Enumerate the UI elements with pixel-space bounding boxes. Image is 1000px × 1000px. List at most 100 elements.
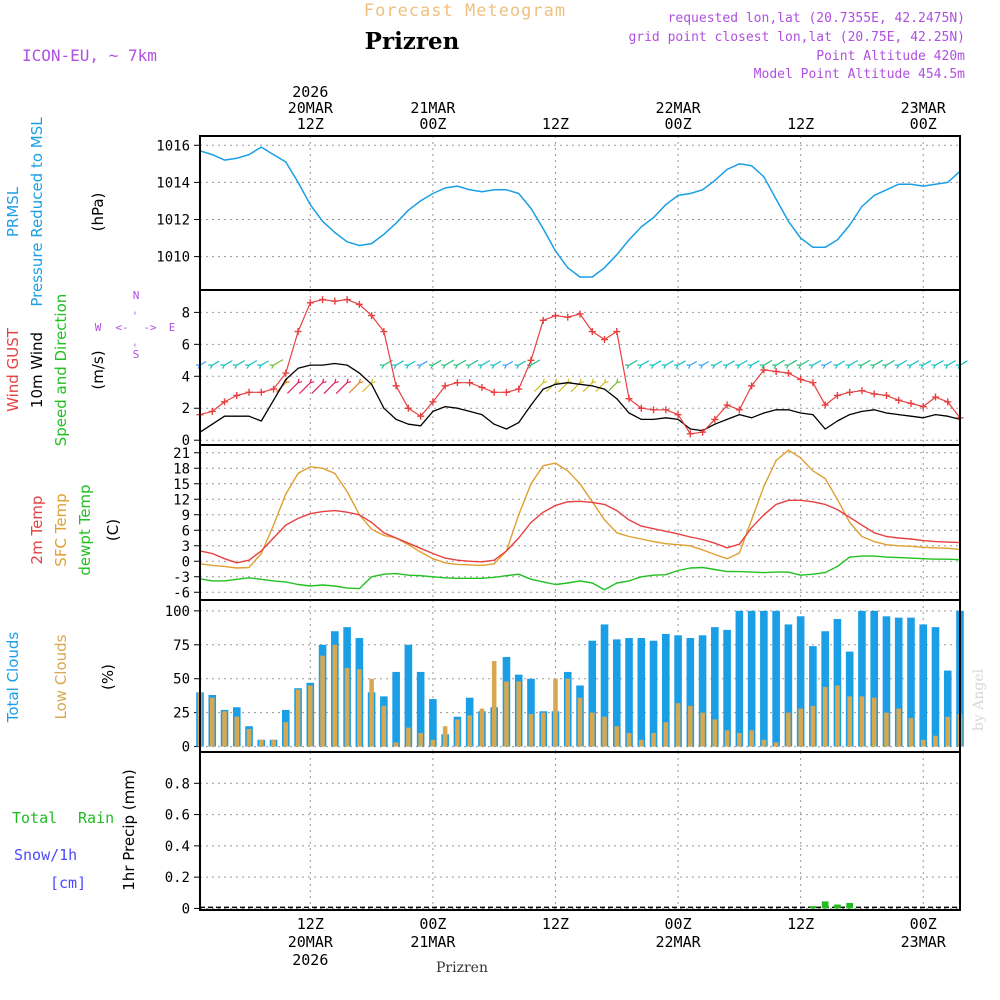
precipitation-y-tick-label: 0 [182,901,190,917]
data-point [444,562,446,564]
total-cloud-bar [747,610,756,747]
data-point [665,204,667,206]
low-cloud-bar [589,712,595,747]
data-point [947,558,949,560]
data-point [934,414,937,416]
data-point [726,558,728,560]
top-time-label: 21MAR [410,99,456,117]
gust-point [748,382,756,390]
gust-point [601,336,609,344]
data-point [836,498,839,500]
data-point [751,571,753,573]
pressure-y-tick-label: 1014 [156,175,190,191]
wind-arrow-head [297,378,303,384]
wind-y-tick-label: 0 [182,433,190,449]
bottom-time-label: 21MAR [410,933,456,951]
gust-point [846,388,854,396]
total-cloud-bar [416,671,425,747]
data-point [836,420,839,422]
data-point [922,539,924,542]
model-point-altitude: Model Point Altitude 454.5m [754,67,965,82]
precipitation-y-tick-label: 0.4 [165,839,190,855]
top-time-label: 12Z [787,115,814,133]
total-cloud-bar [784,624,793,747]
data-point [407,209,409,211]
data-point [861,524,863,526]
top-time-label: 00Z [419,115,446,133]
data-point [579,483,581,485]
data-point [861,555,863,557]
data-point [910,183,912,185]
data-point [885,544,888,546]
gust-point [797,375,805,383]
gust-point [257,388,265,396]
data-point [309,513,311,515]
data-point [726,418,728,421]
subtitle-forecast-meteogram: Forecast Meteogram [364,1,566,21]
gust-point [907,399,915,407]
low-cloud-bar [418,733,423,747]
total-cloud-bar [858,610,866,747]
data-point [456,185,459,187]
data-point [236,578,238,580]
data-point [456,563,459,565]
wind-arrow-head [710,364,716,369]
wind-arrow [420,360,428,366]
top-time-label: 12Z [297,115,324,133]
wind-y-tick-label: 2 [182,401,190,417]
data-point [248,415,250,417]
low-cloud-bar [688,705,693,747]
data-point [567,267,569,269]
data-point [934,547,937,549]
wind-arrow [211,360,220,366]
wind-arrow-head [784,364,789,369]
data-point [321,584,324,586]
data-point [579,276,581,278]
wind-arrow [506,360,514,366]
data-point [898,414,900,416]
low-cloud-bar [822,686,828,747]
frame-precipitation [199,751,961,911]
data-point [334,362,336,365]
data-point [554,250,557,252]
data-point [383,532,385,534]
low-cloud-bar [933,735,938,747]
data-point [407,542,409,544]
data-point [787,220,789,222]
wind-arrow [534,382,544,392]
data-point [898,537,900,539]
gust-point [931,393,939,401]
gust-point [417,412,425,420]
data-point [285,161,287,163]
low-cloud-bar [945,716,951,747]
data-point [812,573,814,575]
data-point [616,254,618,256]
data-point [824,477,826,480]
gust-point [233,391,241,399]
wind-arrow [608,382,618,392]
data-point [211,423,213,425]
data-point [689,192,691,195]
data-point [456,559,459,561]
data-point [542,465,544,467]
wind-arrow-head [502,364,507,369]
wind-arrow [726,360,735,366]
data-point [358,372,360,374]
data-point [922,558,924,560]
gust-point [576,310,584,318]
gust-point [404,404,412,412]
wind-arrow-head [625,364,630,369]
gust-point [208,407,216,415]
data-point [383,534,385,537]
data-point [309,364,311,366]
top-time-label: 22MAR [655,99,701,117]
data-point [297,583,299,586]
data-point [567,382,569,384]
label-1hr-precip: 1hr Precip (mm) [120,769,138,890]
gust-point [650,406,658,414]
data-point [873,409,875,411]
wind-arrow [947,360,956,366]
low-cloud-bar [406,727,411,747]
data-point [738,552,740,554]
